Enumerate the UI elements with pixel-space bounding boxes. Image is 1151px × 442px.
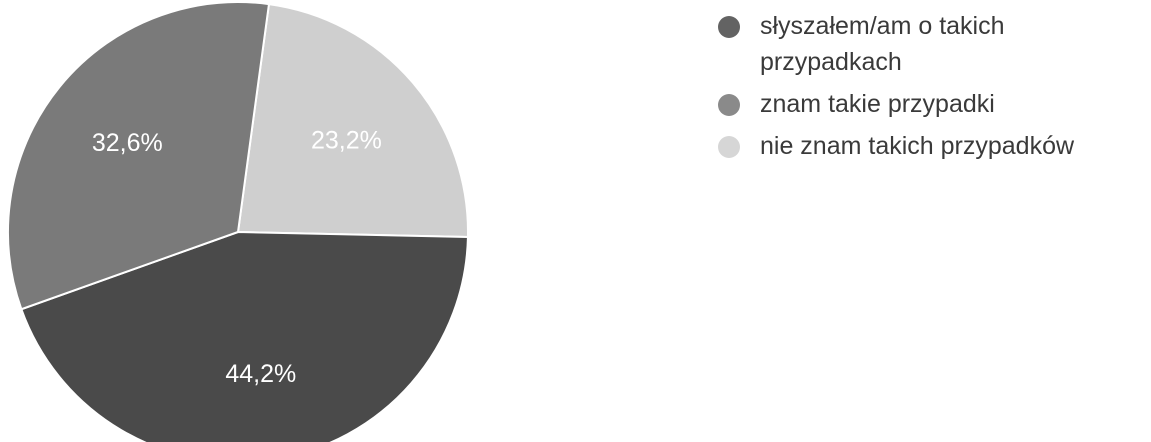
slice-value-label: 32,6% — [92, 129, 163, 157]
legend-label: znam takie przypadki — [760, 90, 995, 118]
legend-swatch — [718, 136, 740, 158]
legend-item: słyszałem/am o takich przypadkach — [718, 8, 1148, 80]
pie-slice — [236, 2, 469, 239]
slice-value-label: 44,2% — [225, 360, 296, 388]
pie-chart-plot: 23,2% 44,2% 32,6% — [7, 1, 469, 442]
legend-item: nie znam takich przypadków — [718, 128, 1148, 164]
pie-slice — [20, 230, 469, 442]
legend-swatch — [718, 16, 740, 38]
pie-slice — [7, 1, 271, 311]
legend-swatch — [718, 94, 740, 116]
chart-legend: słyszałem/am o takich przypadkach znam t… — [718, 8, 1148, 170]
legend-item: znam takie przypadki — [718, 86, 1148, 122]
legend-label: nie znam takich przypadków — [760, 132, 1075, 160]
legend-label: słyszałem/am o takich przypadkach — [760, 12, 1005, 76]
slice-value-label: 23,2% — [311, 126, 382, 154]
